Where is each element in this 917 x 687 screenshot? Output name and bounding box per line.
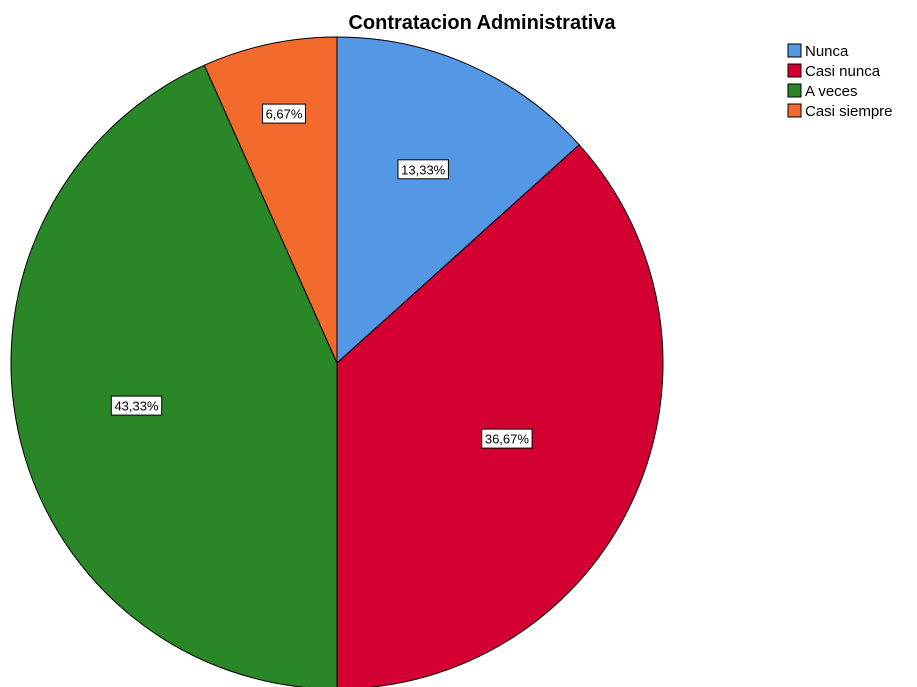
slice-label-text: 6,67% — [266, 107, 303, 122]
slice-label-box — [481, 428, 533, 449]
slice-label-box — [397, 159, 449, 180]
legend: Nunca Casi nunca A veces Casi siempre — [787, 43, 893, 120]
legend-item-nunca: Nunca — [787, 43, 849, 60]
pie-slice-a-veces — [10, 64, 338, 687]
slice-label-casi-siempre: 6,67% — [262, 103, 306, 124]
slice-label-text: 43,33% — [114, 399, 159, 414]
legend-swatch — [787, 43, 802, 58]
legend-label: Casi nunca — [805, 63, 881, 80]
legend-item-casi-nunca: Casi nunca — [787, 63, 881, 80]
pie-slice-casi-nunca — [336, 144, 664, 687]
slice-label-nunca: 13,33% — [397, 159, 449, 180]
legend-label: Nunca — [805, 43, 849, 60]
legend-label: Casi siempre — [805, 103, 893, 120]
legend-label: A veces — [805, 83, 858, 100]
pie-slices — [10, 36, 664, 687]
slice-label-text: 36,67% — [485, 432, 530, 447]
chart-title: Contratacion Administrativa — [348, 12, 616, 34]
legend-item-a-veces: A veces — [787, 83, 858, 100]
slice-label-a-veces: 43,33% — [110, 395, 163, 416]
slice-label-text: 13,33% — [401, 162, 446, 177]
legend-swatch — [787, 63, 802, 78]
pie-slice-nunca — [336, 36, 580, 365]
slice-label-box — [262, 103, 306, 124]
slice-label-box — [110, 395, 163, 416]
legend-swatch — [787, 103, 802, 118]
slice-labels: 13,33% 36,67% 43,33% 6,67% — [110, 103, 533, 449]
slice-label-casi-nunca: 36,67% — [481, 428, 533, 449]
legend-item-casi-siempre: Casi siempre — [787, 103, 893, 120]
legend-swatch — [787, 83, 802, 98]
